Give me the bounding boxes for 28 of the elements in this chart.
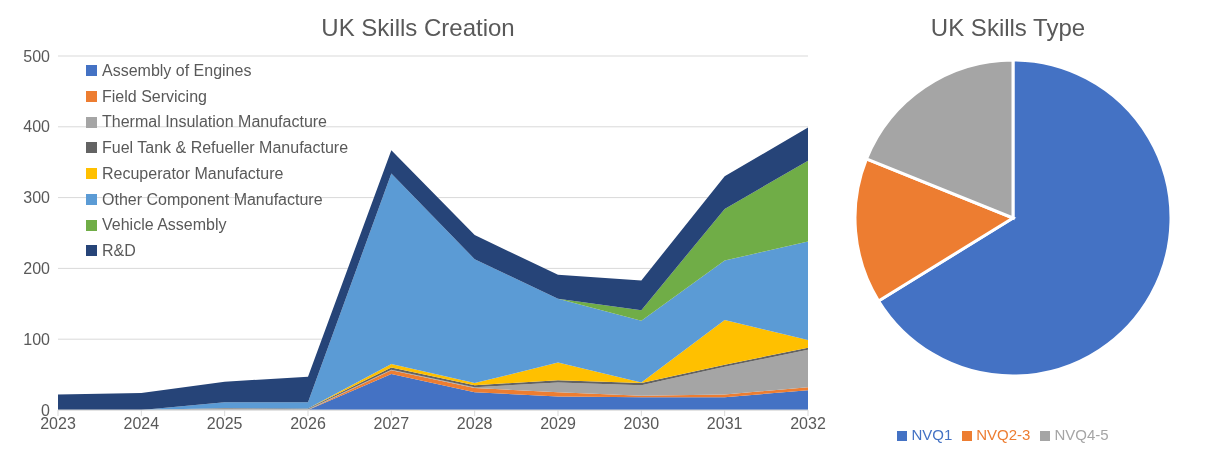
x-tick-label: 2023 bbox=[40, 415, 76, 433]
x-tick-label: 2028 bbox=[456, 415, 493, 433]
legend-label: Recuperator Manufacture bbox=[102, 163, 284, 184]
y-tick-label: 300 bbox=[23, 189, 51, 207]
x-tick-label: 2029 bbox=[540, 415, 576, 433]
legend-label: Other Component Manufacture bbox=[102, 189, 323, 210]
x-tick-label: 2030 bbox=[623, 415, 660, 433]
legend-label: R&D bbox=[102, 240, 136, 261]
legend-label: Field Servicing bbox=[102, 86, 207, 107]
legend-label: Assembly of Engines bbox=[102, 61, 252, 81]
legend-label: Thermal Insulation Manufacture bbox=[102, 112, 327, 133]
y-tick-label: 500 bbox=[23, 47, 51, 65]
x-tick-label: 2027 bbox=[373, 415, 410, 433]
y-tick-label: 200 bbox=[23, 260, 51, 278]
legend-label: NVQ4-5 bbox=[1054, 426, 1109, 443]
x-tick-label: 2032 bbox=[790, 415, 826, 433]
chart-title: UK Skills Creation bbox=[320, 13, 516, 43]
legend-label: Vehicle Assembly bbox=[102, 215, 227, 236]
x-tick-label: 2025 bbox=[206, 415, 243, 433]
y-tick-label: 100 bbox=[23, 330, 51, 348]
legend-label: Fuel Tank & Refueller Manufacture bbox=[102, 138, 349, 159]
x-tick-label: 2026 bbox=[290, 415, 326, 433]
chart-title: UK Skills Type bbox=[929, 13, 1087, 43]
y-tick-label: 400 bbox=[23, 118, 51, 136]
x-tick-label: 2031 bbox=[706, 415, 743, 433]
legend-label: NVQ1 bbox=[911, 426, 953, 443]
legend-label: NVQ2-3 bbox=[976, 426, 1031, 443]
x-tick-label: 2024 bbox=[123, 415, 160, 433]
